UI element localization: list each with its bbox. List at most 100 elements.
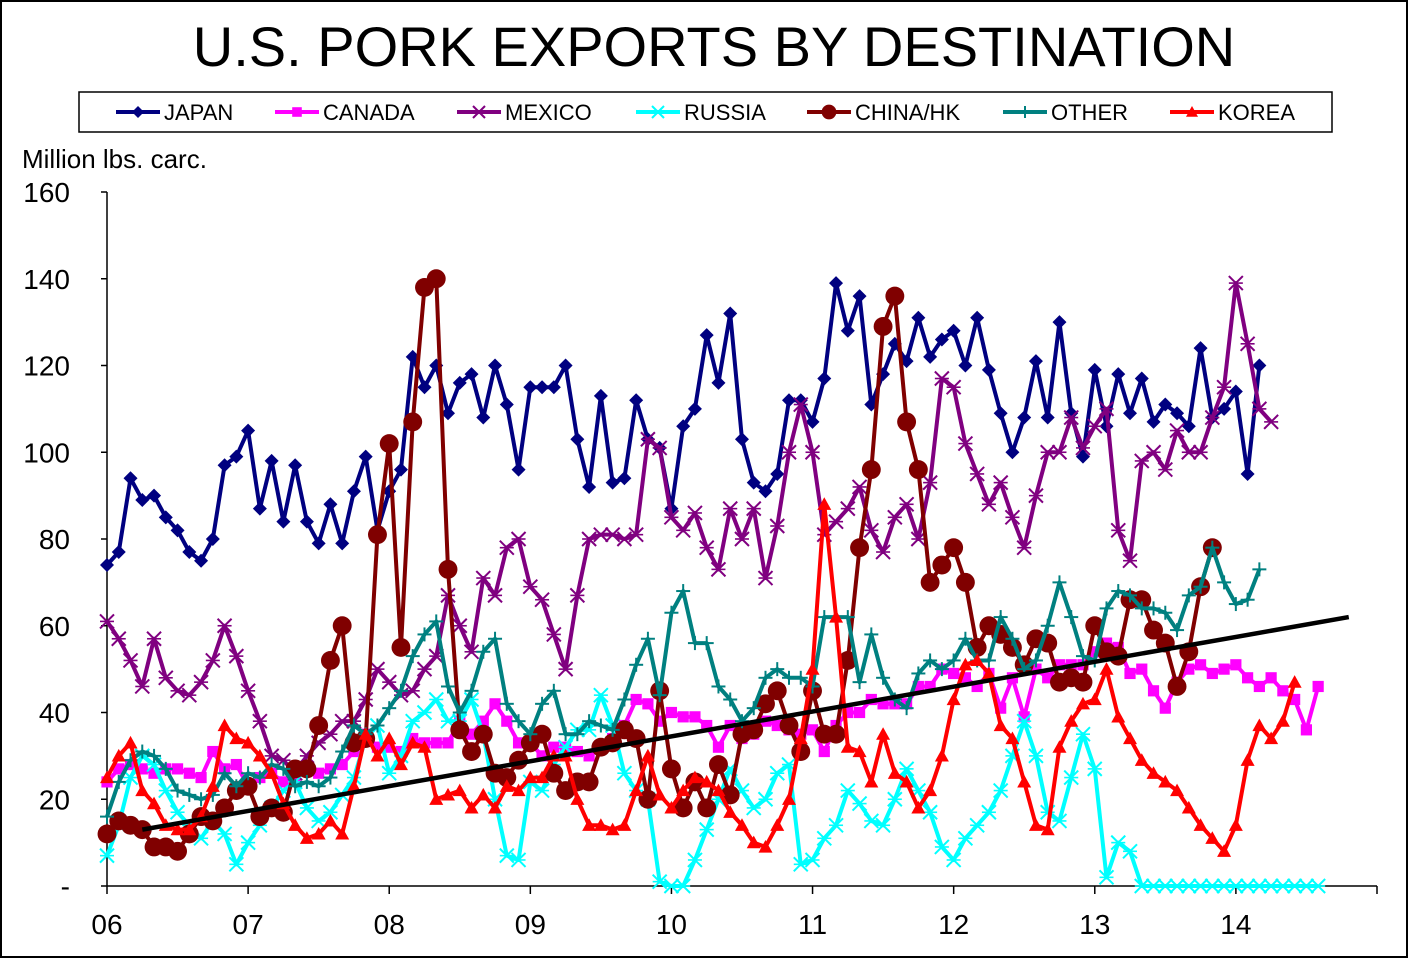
data-point <box>546 380 561 395</box>
data-point <box>324 763 337 775</box>
data-point <box>335 826 350 840</box>
legend-label: MEXICO <box>505 100 592 125</box>
data-point <box>1052 575 1067 590</box>
data-point <box>701 719 713 732</box>
data-point <box>450 720 470 740</box>
data-point <box>1017 774 1032 788</box>
data-point <box>1028 653 1043 668</box>
data-point <box>522 579 539 595</box>
data-point <box>381 765 397 781</box>
data-point <box>417 740 432 753</box>
data-point <box>771 719 783 732</box>
x-tick-label: 06 <box>91 909 122 940</box>
data-point <box>861 460 881 480</box>
legend-item: JAPAN <box>116 100 233 125</box>
data-point <box>170 783 185 798</box>
data-point <box>1192 878 1209 894</box>
data-point <box>734 432 749 447</box>
data-point <box>1110 834 1126 851</box>
data-point <box>195 771 207 784</box>
data-point <box>946 323 961 338</box>
data-point <box>756 694 775 714</box>
legend-label: OTHER <box>1051 100 1128 125</box>
data-point <box>309 716 329 735</box>
data-point <box>207 745 219 758</box>
data-point <box>1193 341 1208 356</box>
data-point <box>358 727 373 740</box>
data-point <box>758 839 773 853</box>
data-point <box>557 739 574 755</box>
data-point <box>769 518 785 534</box>
data-point <box>629 393 644 408</box>
data-point <box>734 531 750 547</box>
data-point <box>923 653 938 668</box>
data-point <box>472 105 486 119</box>
data-point <box>699 774 714 788</box>
data-point <box>651 873 668 890</box>
data-point <box>840 610 855 625</box>
data-point <box>1136 663 1148 675</box>
data-point <box>100 809 114 824</box>
data-point <box>111 631 127 647</box>
data-point <box>673 798 693 818</box>
data-point <box>464 367 479 382</box>
data-point <box>864 627 879 642</box>
y-tick-label: - <box>61 871 70 902</box>
data-point <box>297 759 317 779</box>
data-point <box>534 592 550 608</box>
data-point <box>957 435 974 452</box>
data-point <box>850 538 870 558</box>
data-point <box>1242 672 1254 684</box>
legend-item: KOREA <box>1170 100 1295 125</box>
data-point <box>264 453 279 468</box>
data-point <box>840 782 856 799</box>
data-point <box>863 813 880 829</box>
data-point <box>523 380 538 395</box>
data-point <box>1123 588 1138 603</box>
data-point <box>1206 667 1218 680</box>
data-point <box>320 651 340 670</box>
data-point <box>992 782 1009 799</box>
data-point <box>335 744 350 759</box>
data-point <box>1075 696 1090 710</box>
data-point <box>1205 540 1220 555</box>
data-point <box>240 834 256 851</box>
data-point <box>1028 748 1044 764</box>
data-point <box>136 763 148 775</box>
data-point <box>970 653 985 667</box>
data-point <box>1263 878 1279 894</box>
data-point <box>122 652 139 669</box>
data-point <box>899 774 914 788</box>
data-point <box>1157 878 1173 894</box>
data-point <box>123 735 138 749</box>
data-point <box>241 423 256 438</box>
data-point <box>723 692 738 707</box>
data-point <box>922 474 938 491</box>
data-point <box>1181 419 1196 434</box>
data-point <box>1098 401 1115 417</box>
data-point <box>687 401 702 416</box>
data-point <box>1053 659 1066 671</box>
data-point <box>593 687 609 703</box>
data-point <box>497 768 517 788</box>
data-point <box>229 731 244 745</box>
data-point <box>346 779 361 792</box>
data-point <box>661 759 681 779</box>
data-point <box>908 460 928 480</box>
data-point <box>416 661 433 677</box>
data-point <box>910 531 927 547</box>
data-point <box>135 783 150 797</box>
data-point <box>535 770 550 784</box>
data-point <box>569 587 586 604</box>
data-point <box>462 742 481 761</box>
data-point <box>1300 724 1312 736</box>
data-point <box>1064 406 1079 421</box>
data-point <box>852 675 867 690</box>
data-point <box>332 616 352 636</box>
data-point <box>687 505 703 521</box>
x-tick-label: 09 <box>515 909 546 940</box>
data-point <box>299 514 314 529</box>
data-point <box>276 514 291 529</box>
y-tick-label: 140 <box>23 264 70 295</box>
data-point <box>934 839 950 855</box>
